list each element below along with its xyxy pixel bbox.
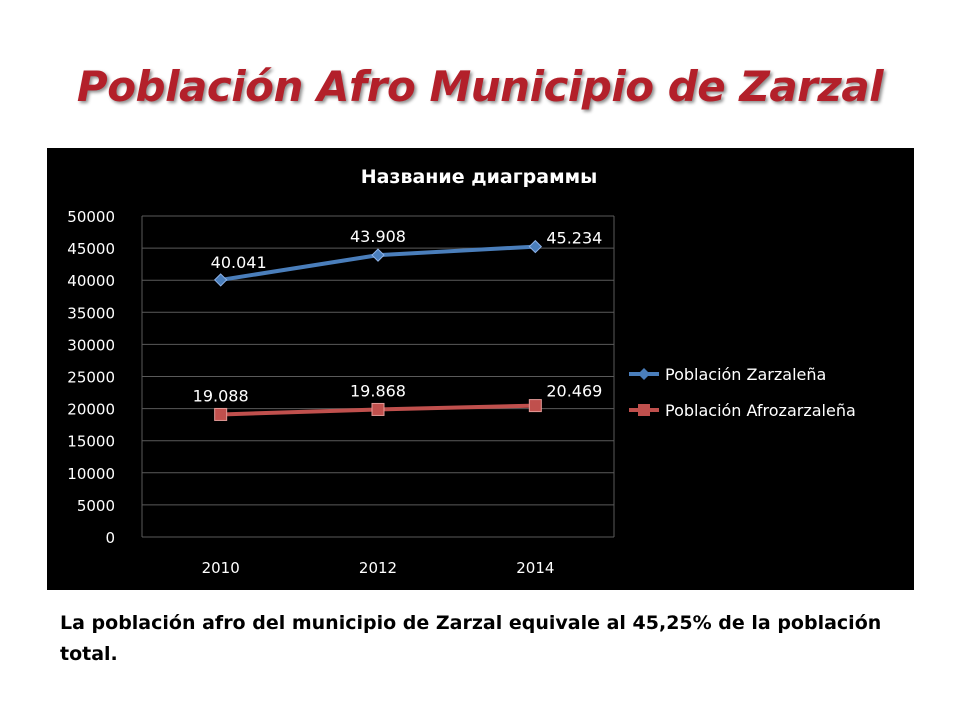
y-tick-label: 35000 [67, 304, 115, 322]
data-label: 20.469 [546, 382, 602, 401]
x-tick-label: 2014 [516, 559, 554, 577]
data-point [528, 239, 543, 254]
series-layer [213, 239, 543, 421]
legend-marker [638, 368, 650, 380]
data-point [528, 399, 542, 413]
data-point [371, 248, 385, 262]
slide-title: Población Afro Municipio de Zarzal [76, 62, 884, 111]
y-tick-label: 25000 [67, 369, 115, 387]
legend-marker [638, 404, 650, 416]
legend-label: Población Afrozarzaleña [665, 401, 856, 420]
data-point [214, 407, 228, 421]
data-label: 45.234 [546, 229, 602, 248]
y-tick-label: 40000 [67, 272, 115, 290]
data-label: 43.908 [350, 227, 406, 246]
axis-layer: 0 5000 10000 15000 20000 25000 30000 35000 40000… [67, 208, 554, 577]
data-label: 19.088 [193, 386, 249, 405]
data-label: 19.868 [350, 381, 406, 400]
chart-title: Название диаграммы [361, 166, 598, 188]
y-tick-label: 30000 [67, 336, 115, 354]
label-layer: 40.041 43.908 45.234 19.088 19.868 20.469 [193, 227, 603, 405]
legend-label: Población Zarzaleña [665, 365, 826, 384]
y-tick-label: 20000 [67, 401, 115, 419]
x-tick-label: 2010 [202, 559, 240, 577]
y-tick-label: 50000 [67, 208, 115, 226]
caption: La población afro del municipio de Zarza… [60, 612, 882, 665]
data-point [213, 273, 228, 287]
chart-svg: Название диаграммы 0 5000 10000 15000 20000 2… [67, 166, 856, 577]
data-point [371, 402, 385, 416]
data-label: 40.041 [211, 253, 267, 272]
y-tick-label: 0 [105, 529, 115, 547]
x-tick-label: 2012 [359, 559, 397, 577]
line-chart: Название диаграммы 0 5000 10000 15000 20000 2… [47, 148, 914, 590]
y-tick-label: 15000 [67, 433, 115, 451]
y-tick-label: 45000 [67, 240, 115, 258]
y-tick-label: 5000 [77, 497, 115, 515]
y-tick-label: 10000 [67, 465, 115, 483]
legend: Población Zarzaleña Población Afrozarzale… [629, 365, 856, 420]
